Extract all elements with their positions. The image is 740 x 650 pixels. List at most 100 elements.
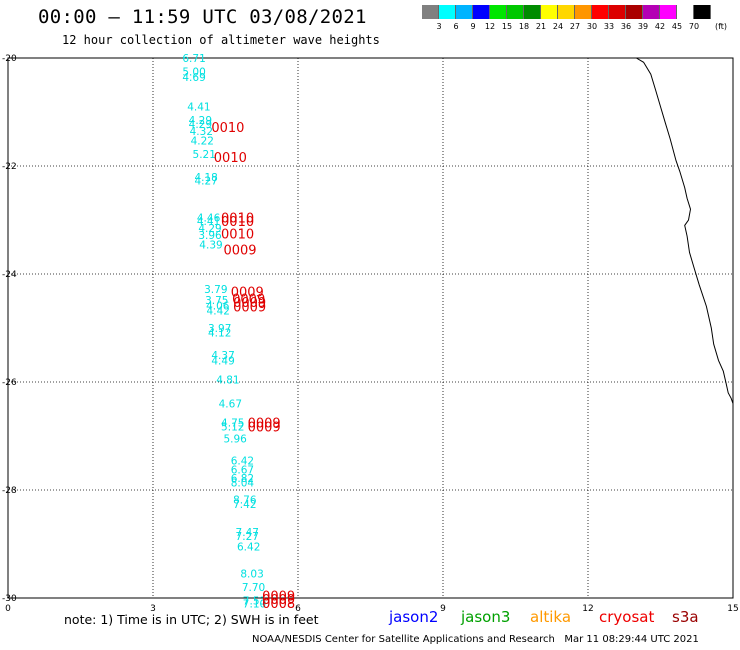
pass-time-label: 0009 (262, 593, 295, 608)
pass-time-label: 0009 (248, 420, 281, 435)
wave-height-label: 4.32 (190, 126, 213, 138)
pass-time-label: 0010 (221, 215, 254, 230)
legend-label: 27 (569, 22, 581, 31)
legend-label: 33 (603, 22, 615, 31)
wave-height-label: 3.97 (208, 323, 231, 335)
x-tick-label: 9 (440, 604, 446, 614)
wave-height-label: 4.49 (211, 355, 234, 367)
wave-height-label: 4.39 (199, 239, 222, 251)
satellite-label-jason2: jason2 (389, 608, 439, 626)
map-title: 00:00 – 11:59 UTC 03/08/2021 (38, 6, 367, 28)
legend-label: 36 (620, 22, 632, 31)
pass-time-label: 0009 (232, 292, 265, 307)
pass-time-label: 0010 (214, 151, 247, 166)
y-tick-label: -30 (2, 594, 17, 604)
legend-swatch (643, 5, 660, 19)
wave-height-label: 7.42 (233, 499, 256, 511)
x-tick-label: 15 (727, 604, 738, 614)
wave-height-label: 4.27 (194, 176, 217, 188)
wave-height-label: 5.00 (182, 67, 205, 79)
wave-height-label: 5.12 (221, 421, 244, 433)
wave-height-label: 7.53 (243, 596, 266, 608)
wave-height-label: 5.96 (223, 434, 247, 446)
pass-time-label: 0009 (248, 417, 281, 432)
wave-height-label: 8.04 (231, 477, 255, 489)
map-subtitle: 12 hour collection of altimeter wave hei… (62, 33, 380, 47)
wave-height-label: 7.47 (236, 527, 259, 539)
legend-swatch (524, 5, 541, 19)
legend-unit: (ft) (714, 22, 728, 31)
x-tick-label: 3 (150, 604, 156, 614)
legend-swatch (490, 5, 507, 19)
wave-height-label: 8.76 (233, 495, 257, 507)
legend-swatch (592, 5, 609, 19)
pass-time-label: 0010 (211, 121, 244, 136)
satellite-label-jason3: jason3 (461, 608, 511, 626)
footer-credit: NOAA/NESDIS Center for Satellite Applica… (252, 634, 699, 645)
legend-label: 6 (453, 22, 459, 31)
legend-label: 21 (535, 22, 547, 31)
footer-note: note: 1) Time is in UTC; 2) SWH is in fe… (64, 612, 319, 627)
legend-swatch (609, 5, 626, 19)
wave-height-label: 4.22 (191, 136, 214, 148)
wave-height-label: 4.69 (182, 72, 205, 84)
wave-height-label: 6.71 (182, 53, 205, 65)
legend-swatch (694, 5, 711, 19)
y-tick-label: -20 (2, 54, 17, 64)
wave-height-label: 5.21 (193, 149, 216, 161)
y-tick-label: -28 (2, 486, 17, 496)
legend-swatch (422, 5, 439, 19)
wave-height-label: 4.41 (187, 102, 210, 114)
wave-height-label: 7.27 (236, 531, 259, 543)
wave-height-label: 4.37 (211, 350, 234, 362)
pass-time-label: 0009 (233, 300, 266, 315)
wave-height-label: 3.79 (204, 284, 227, 296)
wave-height-label: 6.82 (231, 473, 254, 485)
y-tick-label: -22 (2, 162, 17, 172)
legend-label: 39 (637, 22, 649, 31)
wave-height-label: 7.10 (243, 598, 266, 610)
coastline (636, 57, 734, 404)
wave-height-label: 4.46 (197, 212, 221, 224)
satellite-label-cryosat: cryosat (599, 608, 655, 626)
wave-height-label: 3.96 (198, 230, 222, 242)
wave-height-label: 4.75 (221, 418, 244, 430)
pass-time-label: 0009 (231, 285, 264, 300)
legend-swatch (626, 5, 643, 19)
legend-label: 30 (586, 22, 598, 31)
legend-swatch (660, 5, 677, 19)
wave-height-label: 4.42 (207, 306, 230, 318)
legend-swatch (473, 5, 490, 19)
wave-height-label: 6.42 (237, 542, 260, 554)
legend-swatch (456, 5, 473, 19)
pass-time-label: 0009 (233, 296, 266, 311)
pass-time-label: 0010 (221, 228, 254, 243)
satellite-label-s3a: s3a (672, 608, 699, 626)
wave-height-label: 4.06 (206, 300, 230, 312)
wave-height-label: 4.18 (194, 172, 217, 184)
legend-swatch (507, 5, 524, 19)
wave-height-label: 4.41 (197, 216, 220, 228)
map-frame (7, 57, 734, 599)
wave-height-label: 6.67 (231, 464, 254, 476)
x-tick-label: 12 (582, 604, 593, 614)
pass-time-label: 0010 (221, 211, 254, 226)
x-tick-label: 0 (5, 604, 11, 614)
legend-label: 15 (501, 22, 513, 31)
legend-swatch (677, 5, 694, 19)
wave-height-label: 4.29 (189, 115, 212, 127)
legend-label: 9 (470, 22, 476, 31)
wave-height-label: 4.29 (189, 119, 212, 131)
x-tick-label: 6 (295, 604, 301, 614)
pass-time-label: 0009 (223, 244, 256, 259)
pass-time-label: 0009 (262, 589, 295, 604)
legend-label: 3 (436, 22, 442, 31)
satellite-label-altika: altika (530, 608, 572, 626)
legend-swatch (558, 5, 575, 19)
y-tick-label: -24 (2, 270, 17, 280)
wave-height-label: 8.03 (240, 569, 263, 581)
wave-height-label: 4.29 (198, 223, 221, 235)
y-tick-label: -26 (2, 378, 17, 388)
wave-height-label: 3.75 (205, 295, 228, 307)
